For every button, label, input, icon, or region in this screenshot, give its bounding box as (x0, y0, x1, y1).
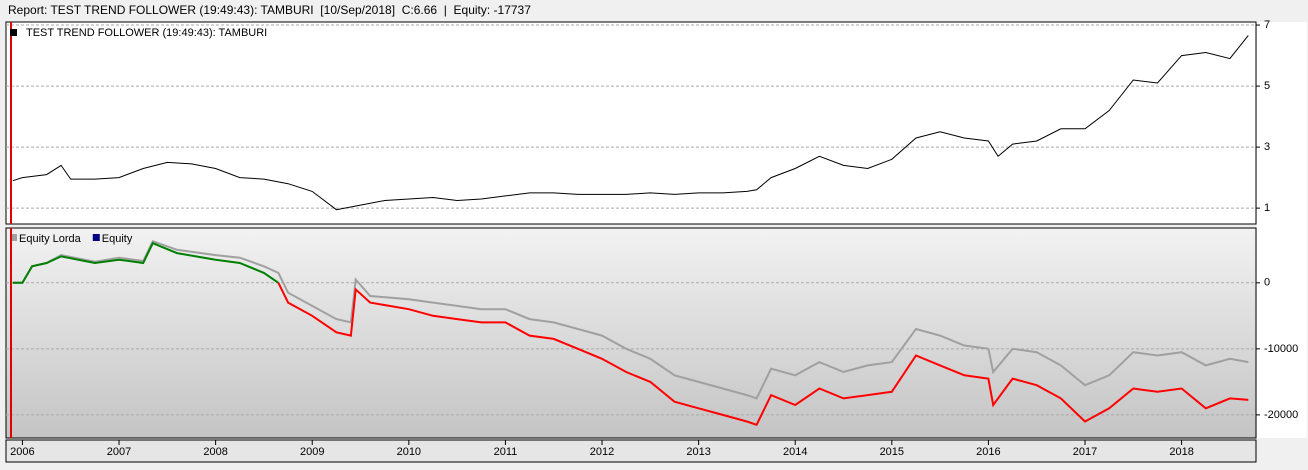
y-tick-label: -20000 (1264, 409, 1298, 421)
x-tick-label: 2007 (107, 446, 131, 458)
legend-label: Equity (102, 233, 133, 245)
y-tick-label: 0 (1264, 277, 1270, 289)
chart-title: TEST TREND FOLLOWER (19:49:43): TAMBURI (26, 27, 267, 39)
price-panel (5, 21, 1257, 225)
x-tick-label: 2017 (1073, 446, 1097, 458)
data-line (12, 35, 1249, 211)
y-tick-label: 7 (1264, 19, 1270, 31)
legend-label: Equity Lorda (19, 233, 82, 245)
x-tick-label: 2012 (590, 446, 614, 458)
y-tick-label: 3 (1264, 141, 1270, 153)
report-title: Report: TEST TREND FOLLOWER (19:49:43): … (8, 3, 531, 17)
x-tick-label: 2015 (880, 446, 904, 458)
x-tick-label: 2010 (397, 446, 421, 458)
x-tick-label: 2008 (203, 446, 227, 458)
x-axis-panel (5, 439, 1257, 463)
plot-layer: 1 3 5 7 0 -10000 -20000 2006 2007 2008 2009 2010 201… (6, 19, 1298, 458)
data-line (12, 239, 1249, 400)
equity-panel (5, 227, 1257, 439)
y-tick-label: 1 (1264, 202, 1270, 214)
x-tick-label: 2009 (300, 446, 324, 458)
legend-swatch (10, 234, 17, 241)
data-line (277, 282, 1249, 427)
y-axis-area (1257, 22, 1307, 438)
y-tick-label: 5 (1264, 80, 1270, 92)
title-bar (0, 0, 1308, 20)
x-tick-label: 2014 (783, 446, 807, 458)
y-tick-label: -10000 (1264, 343, 1298, 355)
legend-swatch (10, 29, 17, 36)
legend-swatch (92, 234, 100, 241)
data-line (12, 241, 279, 284)
x-tick-label: 2013 (686, 446, 710, 458)
x-tick-label: 2016 (976, 446, 1000, 458)
x-tick-label: 2018 (1169, 446, 1193, 458)
x-tick-label: 2006 (10, 446, 34, 458)
x-tick-label: 2011 (494, 446, 518, 458)
